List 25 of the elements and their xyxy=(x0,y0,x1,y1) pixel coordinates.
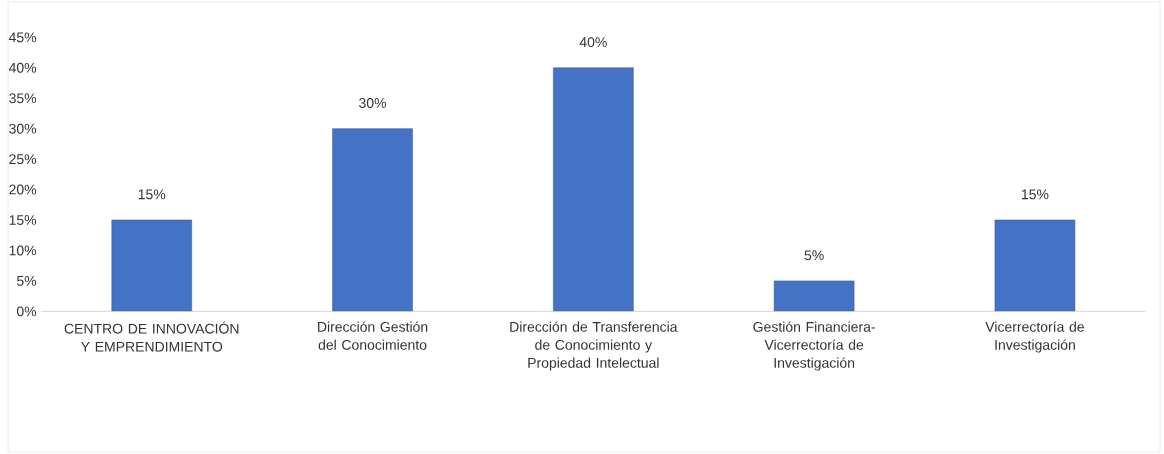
y-tick-label: 10% xyxy=(9,245,37,256)
x-tick-label: CENTRO DE INNOVACIÓN Y EMPRENDIMIENTO xyxy=(64,321,239,352)
bar xyxy=(332,128,413,312)
y-tick-label: 40% xyxy=(8,62,37,73)
bar xyxy=(773,280,855,312)
y-tick-label: 15% xyxy=(9,215,37,225)
x-tick-label: Vicerrectoría de Investigación xyxy=(985,321,1084,353)
x-tick-label: Dirección de Transferencia de Conocimiento y Propiedad Intelectual xyxy=(510,321,678,371)
bar xyxy=(553,67,634,312)
y-tick-label: 5% xyxy=(16,275,37,286)
data-label: 15% xyxy=(1021,189,1049,200)
data-label: 40% xyxy=(579,37,607,48)
y-tick-label: 20% xyxy=(9,184,37,195)
y-tick-label: 25% xyxy=(9,154,37,165)
x-tick-label: Dirección Gestión del Conocimiento xyxy=(318,321,428,350)
data-label: 15% xyxy=(138,189,166,200)
y-tick-label: 30% xyxy=(9,123,37,134)
y-tick-label: 45% xyxy=(8,32,37,43)
bar xyxy=(111,219,192,312)
bar xyxy=(994,219,1076,312)
x-tick-label: Gestión Financiera-Vicerrectoría de Investigación xyxy=(753,321,875,371)
data-label: 30% xyxy=(359,98,387,108)
y-tick-label: 35% xyxy=(9,93,37,104)
data-label: 5% xyxy=(804,250,824,261)
y-tick-label: 0% xyxy=(16,306,37,317)
